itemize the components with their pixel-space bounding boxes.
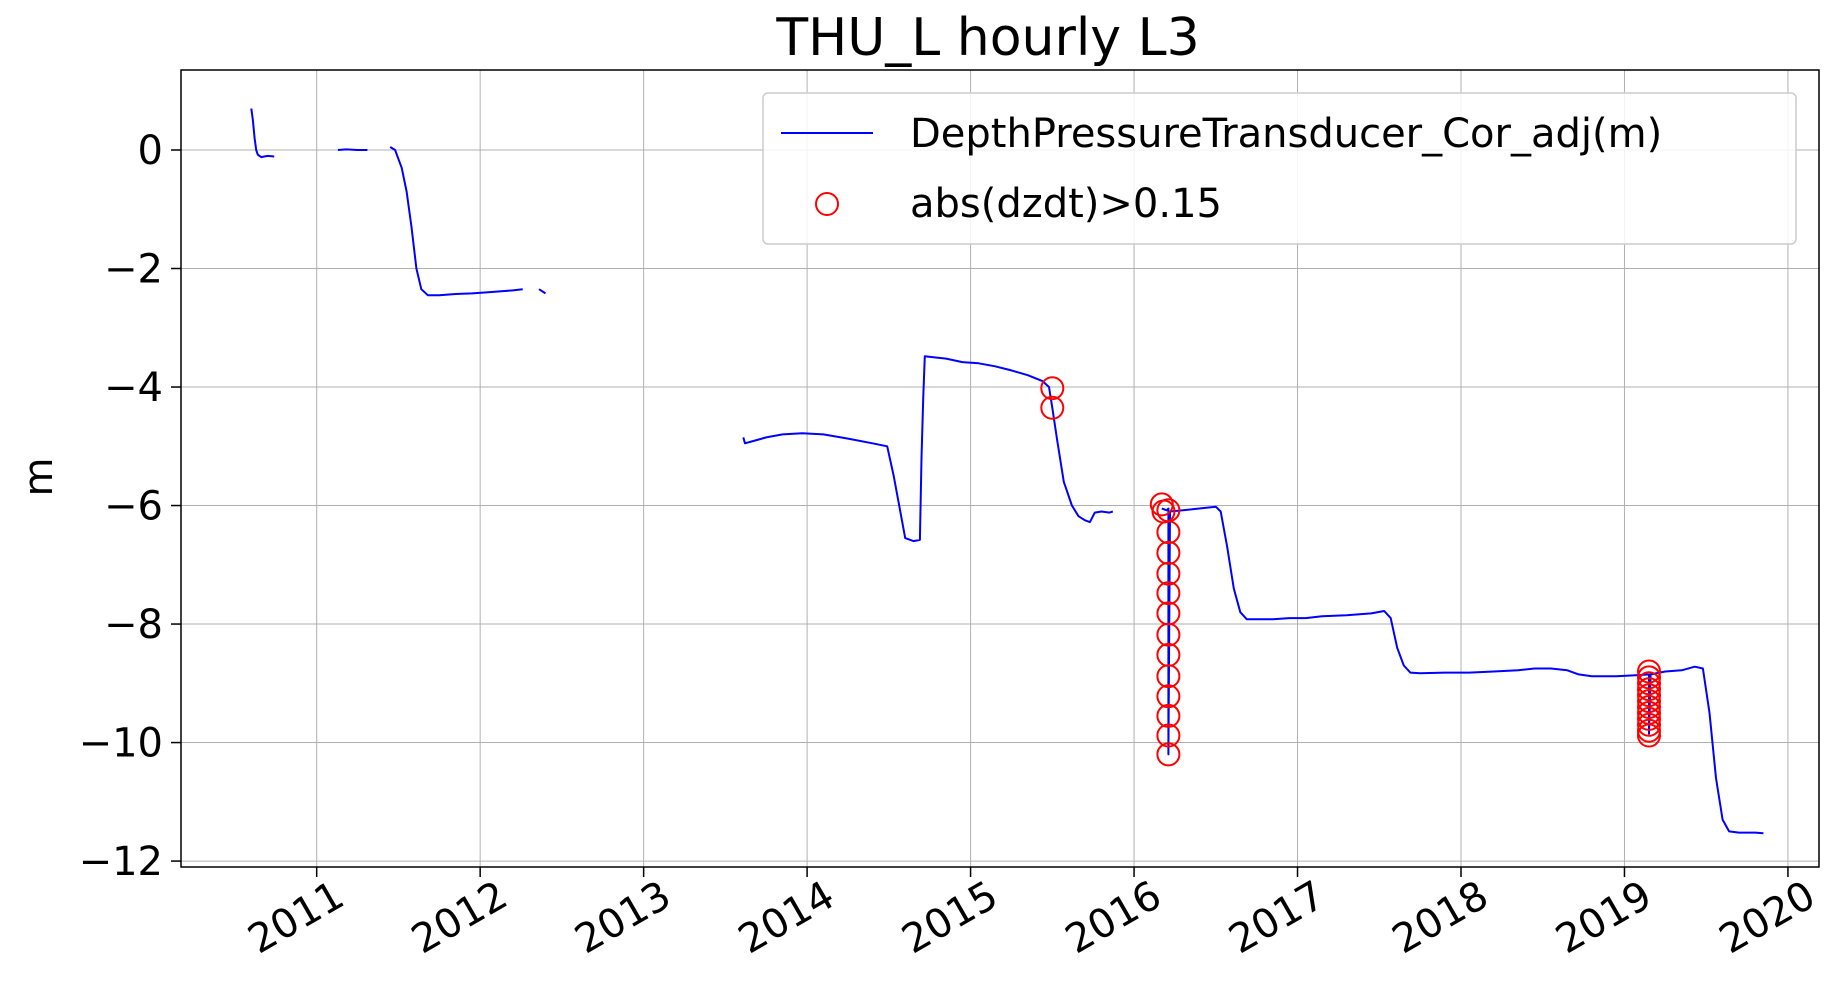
- series-line-segment: [538, 288, 547, 295]
- series-line-segment: [1161, 505, 1764, 835]
- flag-marker: [1156, 664, 1181, 689]
- y-tick-label: −2: [104, 247, 163, 293]
- x-tick-label: 2015: [894, 872, 1005, 963]
- x-tick-label: 2013: [568, 872, 679, 963]
- flag-marker: [1637, 683, 1661, 708]
- flag-marker: [1156, 703, 1181, 728]
- flag-marker: [1637, 706, 1661, 731]
- flag-marker: [1156, 540, 1181, 565]
- flag-marker: [1040, 376, 1065, 401]
- flag-marker: [1156, 561, 1181, 586]
- flag-marker: [1156, 581, 1181, 606]
- x-tick-label: 2017: [1221, 872, 1332, 963]
- series-line-segment: [337, 148, 368, 151]
- series-line-segment: [389, 146, 523, 297]
- y-tick-label: −8: [104, 602, 163, 648]
- plot-frame: [180, 69, 1820, 868]
- flag-marker: [1637, 695, 1661, 719]
- x-tick-label: 2016: [1058, 872, 1169, 963]
- flag-marker: [1637, 712, 1661, 737]
- flag-marker: [1637, 689, 1661, 714]
- flag-marker: [1156, 684, 1181, 709]
- flag-marker: [1637, 665, 1661, 690]
- flag-marker: [1637, 718, 1661, 743]
- flag-marker: [1637, 677, 1661, 702]
- legend-label-depth: DepthPressureTransducer_Cor_adj(m): [910, 111, 1662, 157]
- flag-marker: [1040, 395, 1065, 420]
- flag-marker: [1637, 723, 1661, 748]
- series-line-segment: [742, 355, 1114, 543]
- x-tick-label: 2019: [1548, 872, 1659, 963]
- x-tick-label: 2018: [1385, 872, 1496, 963]
- y-tick-label: −4: [104, 365, 163, 411]
- chart-title: THU_L hourly L3: [775, 8, 1199, 68]
- y-tick-label: 0: [138, 128, 163, 174]
- x-tick-label: 2012: [404, 872, 515, 963]
- legend: DepthPressureTransducer_Cor_adj(m) abs(d…: [762, 92, 1797, 245]
- plot-data: [250, 108, 1764, 835]
- y-tick-label: −10: [79, 721, 163, 767]
- x-tick-label: 2011: [241, 872, 352, 963]
- flag-marker: [1156, 622, 1181, 647]
- y-tick-label: −6: [104, 484, 163, 530]
- flag-marker: [1637, 659, 1661, 684]
- x-tick-label: 2020: [1712, 872, 1823, 963]
- x-tick-label: 2014: [731, 872, 842, 963]
- series-line-segment: [250, 108, 275, 159]
- flag-marker: [1156, 723, 1181, 748]
- x-axis: 2011 2012 2013 2014 2015 2016 2017 2018 2019 2020: [241, 867, 1823, 963]
- legend-marker-swatch: [815, 192, 839, 216]
- legend-label-dzdt: abs(dzdt)>0.15: [910, 181, 1222, 227]
- flag-marker: [1156, 520, 1181, 545]
- flag-marker: [1156, 742, 1181, 767]
- y-tick-label: −12: [79, 839, 163, 885]
- y-axis: 0 −2 −4 −6 −8 −10 −12: [79, 128, 181, 885]
- y-axis-label: m: [16, 458, 62, 497]
- legend-box: [762, 92, 1797, 245]
- flag-marker: [1637, 671, 1661, 696]
